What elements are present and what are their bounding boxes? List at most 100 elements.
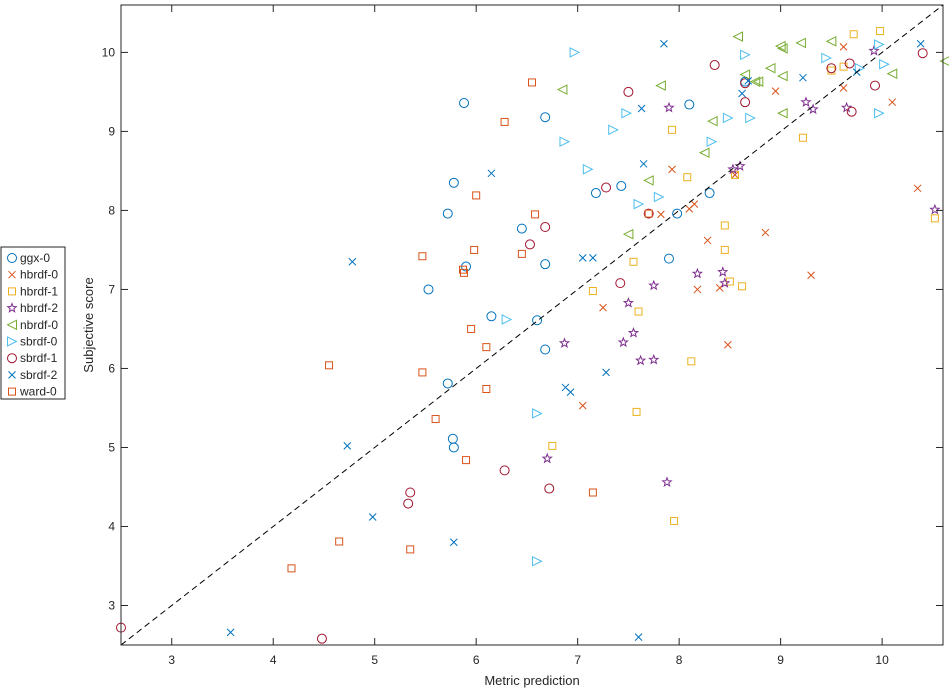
data-point [569,47,581,58]
data-point [617,336,629,348]
data-point [406,545,415,554]
legend-marker [6,319,17,331]
legend-item: hbrdf-0 [8,268,58,282]
data-point [657,210,665,219]
data-point [601,182,612,193]
data-point [844,58,855,69]
data-point [764,62,776,74]
data-point [854,62,866,74]
data-point [602,368,610,377]
data-point [472,191,481,200]
data-point [348,257,357,266]
data-point [771,87,780,95]
y-tick-label: 5 [108,440,115,454]
legend-label: hbrdf-2 [20,301,58,315]
data-point [588,287,597,296]
data-point [668,165,676,174]
data-point [874,39,885,50]
data-point [632,407,641,416]
data-point [752,76,764,87]
data-point [706,136,718,148]
data-point [648,279,660,291]
series-sbrdf-2 [226,39,925,641]
data-point [566,388,575,397]
data-point [532,555,543,567]
data-point [670,516,679,525]
data-point [544,483,555,494]
series-hbrdf-2 [541,44,941,488]
data-point [839,43,848,51]
data-point [633,198,645,210]
data-point [634,633,643,641]
data-point [661,476,673,488]
data-point [623,86,634,97]
data-point [724,340,732,349]
data-point [913,184,922,193]
axis-ticks-layer: 3 4 5 6 7 8 9 10 3 4 5 6 7 8 9 10 [102,5,943,667]
data-point [727,163,739,175]
data-point [431,415,440,424]
data-point [558,337,571,348]
x-tick-label: 7 [574,653,581,667]
x-tick-label: 8 [676,653,683,667]
data-point [627,326,640,338]
data-point [734,160,746,171]
data-point [643,208,654,219]
data-point [929,203,941,215]
legend: ggx-0 hbrdf-0 hbrdf-1 hbrdf-2 nbrdf-0 sbrdf-0… [0,246,66,400]
legend-marker [7,253,17,263]
legend-marker [6,302,18,313]
data-point [888,98,897,107]
data-point [703,236,712,245]
data-point [720,221,729,230]
data-point [807,103,819,115]
legend-marker [8,287,16,296]
data-point [460,268,469,277]
legend-item: ggx-0 [7,251,50,265]
data-point [226,628,235,637]
data-point [532,408,543,419]
x-tick-label: 9 [777,653,784,667]
data-point [403,498,414,509]
data-point [777,43,788,54]
data-point [795,37,806,49]
data-point [524,239,535,250]
legend-label: hbrdf-0 [20,268,58,282]
data-point [684,99,695,110]
data-point [501,314,513,325]
data-point [826,63,837,74]
data-point [722,112,734,124]
legend-item: sbrdf-0 [7,335,58,349]
data-point [556,84,568,95]
data-point [316,633,327,644]
data-point [442,378,453,389]
data-point [588,488,597,497]
data-point [709,60,720,71]
data-point [939,56,949,66]
series-ggx-0 [423,76,751,453]
data-point [459,97,470,108]
data-point [637,104,646,113]
data-point [540,112,551,123]
data-point [450,538,458,547]
data-point [486,311,497,322]
data-point [582,164,594,175]
data-point [732,31,744,42]
data-point [720,245,729,254]
data-point [717,266,729,277]
data-point [634,307,643,316]
legend-label: nbrdf-0 [20,318,58,332]
data-point [749,76,761,87]
data-point [704,188,715,199]
data-point [639,159,648,168]
data-point [643,175,654,186]
data-point [821,52,832,64]
data-point [807,271,815,280]
data-point [531,210,540,219]
data-point [590,188,601,199]
data-point [930,214,939,223]
legend-label: hbrdf-1 [20,284,58,298]
data-point [442,208,453,219]
data-point [621,107,632,119]
